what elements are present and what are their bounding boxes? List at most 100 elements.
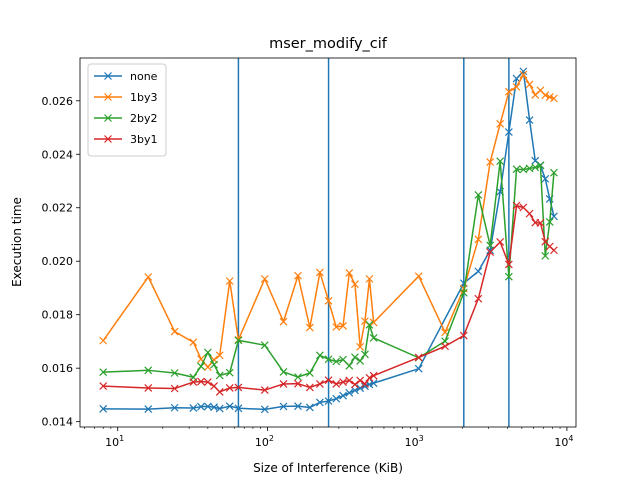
data-point-2by2	[339, 355, 348, 364]
x-tick-label-base: 10	[554, 436, 568, 449]
data-point-2by2	[170, 369, 179, 377]
data-point-2by2	[234, 336, 243, 345]
data-point-1by3	[339, 322, 348, 330]
legend-marker-3by1	[104, 135, 112, 143]
data-point-none	[332, 394, 341, 403]
data-point-1by3	[144, 273, 153, 281]
data-point-3by1	[361, 380, 369, 388]
data-point-2by2	[294, 373, 302, 381]
data-point-1by3	[225, 277, 234, 285]
data-point-2by2	[144, 366, 153, 375]
data-point-2by2	[351, 353, 359, 362]
data-point-none	[144, 405, 153, 414]
data-point-none	[305, 403, 314, 412]
data-point-none	[361, 382, 369, 391]
legend: none 1by3 2by2 3by1	[87, 63, 167, 157]
data-point-2by2	[332, 357, 341, 366]
data-point-2by2	[369, 334, 378, 342]
y-tick-label: 0.022	[42, 202, 74, 215]
data-point-2by2	[531, 163, 540, 172]
y-tick-label: 0.018	[42, 309, 74, 322]
x-axis-label: Size of Interference (KiB)	[253, 461, 403, 475]
x-tick-label-exponent: 3	[419, 434, 424, 443]
data-point-3by1	[345, 376, 354, 385]
data-point-2by2	[210, 360, 218, 369]
data-point-none	[519, 67, 528, 76]
data-point-2by2	[203, 348, 212, 357]
data-point-3by1	[441, 342, 450, 351]
y-tick-label: 0.014	[42, 416, 74, 429]
data-point-1by3	[189, 338, 198, 347]
data-point-3by1	[365, 373, 374, 382]
data-point-none	[197, 402, 205, 411]
data-point-1by3	[356, 342, 365, 351]
axes-frame	[79, 57, 577, 428]
data-point-2by2	[225, 368, 234, 377]
data-point-none	[324, 397, 333, 405]
data-point-3by1	[197, 377, 205, 386]
y-tick-label: 0.026	[42, 95, 74, 108]
data-point-1by3	[324, 296, 333, 305]
data-point-3by1	[351, 380, 359, 389]
data-point-2by2	[345, 361, 354, 370]
data-point-2by2	[541, 251, 550, 260]
data-point-2by2	[486, 241, 495, 250]
data-point-1by3	[294, 271, 302, 280]
x-tick-label-exponent: 2	[269, 434, 274, 443]
x-tick-label: 101	[105, 434, 124, 449]
x-tick-label-exponent: 4	[568, 434, 573, 443]
legend-label-1by3: 1by3	[130, 91, 158, 104]
chart-title: mser_modify_cif	[269, 36, 388, 52]
plot-area: 101 102 103 1040.0140.0160.0180.0200.0220.0…	[42, 57, 577, 449]
data-point-2by2	[361, 350, 369, 359]
data-point-2by2	[536, 161, 545, 170]
y-tick-label: 0.016	[42, 362, 74, 375]
legend-box	[87, 63, 167, 157]
data-point-1by3	[414, 272, 423, 281]
data-point-none	[345, 388, 354, 397]
data-point-1by3	[519, 70, 528, 79]
data-point-2by2	[279, 367, 288, 376]
data-point-1by3	[474, 235, 483, 244]
data-point-none	[279, 402, 288, 411]
data-point-1by3	[504, 87, 513, 96]
data-point-2by2	[260, 341, 269, 350]
data-point-none	[512, 74, 521, 83]
data-point-2by2	[512, 165, 521, 174]
data-point-3by1	[504, 260, 513, 269]
data-point-3by1	[315, 380, 324, 388]
legend-label-3by1: 3by1	[130, 133, 158, 146]
data-point-none	[351, 386, 359, 395]
data-point-3by1	[324, 376, 333, 385]
data-point-3by1	[486, 248, 495, 257]
data-point-none	[550, 212, 558, 221]
data-point-3by1	[496, 238, 505, 246]
data-point-2by2	[315, 351, 324, 360]
y-axis-label: Execution time	[10, 197, 24, 287]
data-point-2by2	[324, 355, 333, 364]
data-point-none	[525, 116, 534, 124]
data-point-1by3	[170, 327, 179, 336]
data-point-3by1	[525, 209, 534, 218]
data-point-3by1	[339, 378, 348, 387]
x-tick-label: 104	[554, 434, 573, 449]
data-point-3by1	[279, 380, 288, 388]
data-point-2by2	[474, 190, 483, 199]
data-point-3by1	[536, 219, 545, 227]
data-point-3by1	[189, 378, 198, 387]
data-point-3by1	[260, 386, 269, 395]
data-point-1by3	[486, 158, 495, 166]
x-tick-label: 103	[405, 434, 424, 449]
x-tick-label-base: 10	[105, 436, 119, 449]
data-point-none	[215, 404, 224, 413]
data-point-1by3	[525, 80, 534, 89]
legend-marker-2by2	[104, 114, 112, 122]
data-point-none	[260, 405, 269, 414]
data-point-2by2	[504, 272, 513, 281]
data-point-none	[504, 128, 513, 136]
data-point-1by3	[496, 119, 505, 128]
legend-label-none: none	[130, 70, 158, 83]
x-tick-label-exponent: 1	[119, 434, 124, 443]
data-point-2by2	[215, 371, 224, 380]
